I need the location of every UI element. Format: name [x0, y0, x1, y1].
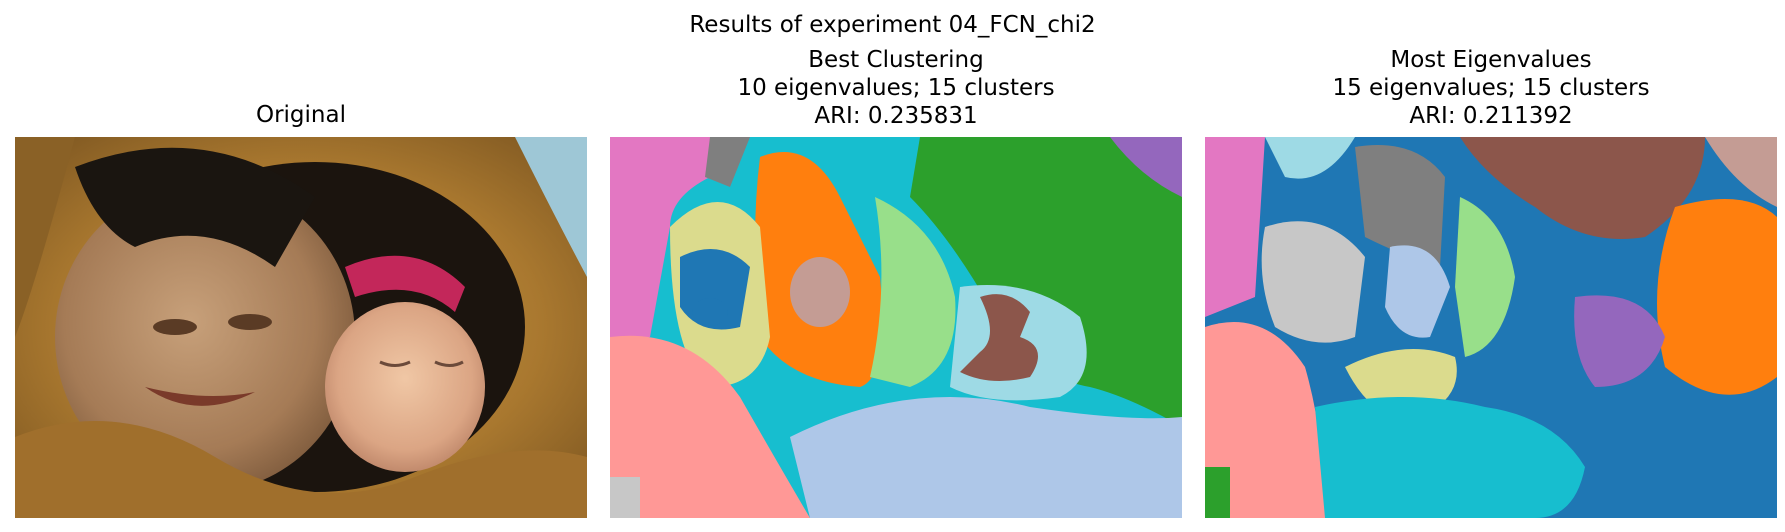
panel-original: Original	[15, 0, 587, 532]
panel-best-title-line1: Best Clustering	[808, 47, 984, 73]
panel-most-title-line3: ARI: 0.211392	[1409, 103, 1573, 129]
panel-most-eigenvalues: Most Eigenvalues 15 eigenvalues; 15 clus…	[1205, 0, 1777, 532]
most-eigenvalues-map	[1205, 137, 1777, 518]
panel-best-clustering: Best Clustering 10 eigenvalues; 15 clust…	[610, 0, 1182, 532]
figure-suptitle: Results of experiment 04_FCN_chi2	[689, 12, 1096, 38]
panel-most-title-line1: Most Eigenvalues	[1390, 47, 1592, 73]
panel-best-title-line2: 10 eigenvalues; 15 clusters	[737, 75, 1055, 101]
best-clustering-map	[610, 137, 1182, 518]
original-photo	[15, 137, 587, 518]
panel-most-title-line2: 15 eigenvalues; 15 clusters	[1332, 75, 1650, 101]
panel-original-title: Original	[255, 102, 346, 128]
panel-best-title-line3: ARI: 0.235831	[814, 103, 978, 129]
